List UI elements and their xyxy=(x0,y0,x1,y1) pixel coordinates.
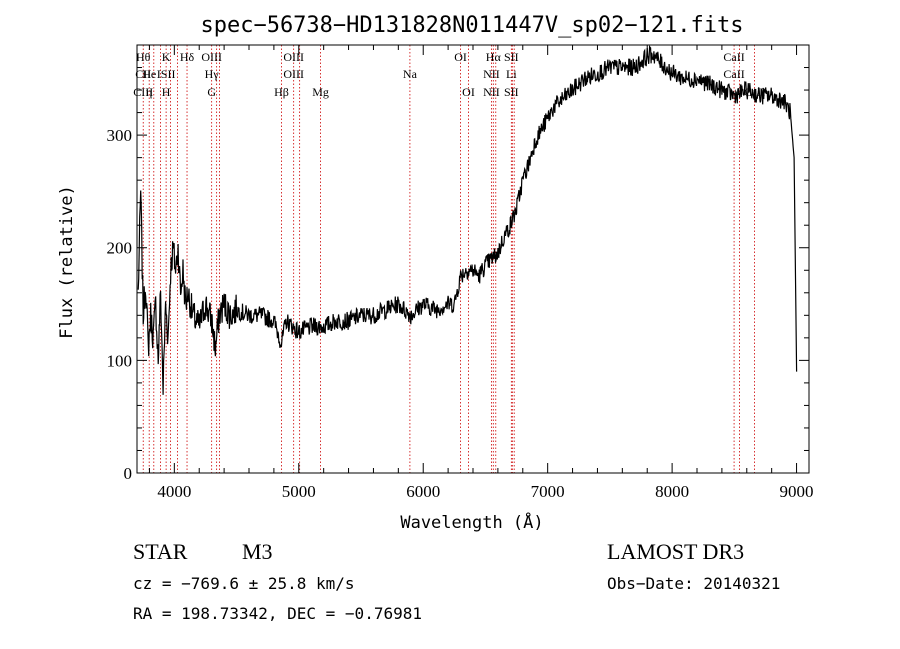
marker-label: SII xyxy=(504,85,519,99)
marker-label: H xyxy=(162,85,171,99)
marker-lines xyxy=(142,45,755,473)
marker-label: Hδ xyxy=(180,50,195,64)
marker-label: SII xyxy=(504,50,519,64)
chart-title: spec−56738−HD131828N011447V_sp02−121.fit… xyxy=(200,13,743,38)
y-tick-label: 300 xyxy=(107,126,133,145)
x-axis-label: Wavelength (Å) xyxy=(400,511,543,533)
plot-frame xyxy=(136,44,810,474)
marker-label: CaII xyxy=(723,50,744,64)
object-subclass: M3 xyxy=(242,539,273,564)
marker-label: Hα xyxy=(486,50,502,64)
marker-label: η xyxy=(146,85,152,99)
y-tick-label: 0 xyxy=(124,464,133,483)
y-axis-label: Flux (relative) xyxy=(57,185,77,339)
x-tick-label: 8000 xyxy=(655,482,689,501)
marker-label: Hβ xyxy=(274,85,289,99)
x-tick-label: 9000 xyxy=(780,482,814,501)
x-axis: 4000 5000 6000 7000 8000 9000 xyxy=(148,45,814,501)
spectrum-line xyxy=(137,44,798,395)
marker-label: CaII xyxy=(723,67,744,81)
survey-name: LAMOST DR3 xyxy=(607,539,744,564)
marker-label: Mg xyxy=(312,85,329,99)
redshift-text: cz = −769.6 ± 25.8 km/s xyxy=(133,574,355,593)
y-tick-label: 200 xyxy=(107,239,133,258)
marker-label: Li xyxy=(506,67,517,81)
marker-label: Hγ xyxy=(205,67,220,81)
x-tick-label: 7000 xyxy=(531,482,565,501)
x-tick-label: 6000 xyxy=(406,482,440,501)
y-tick-label: 100 xyxy=(107,351,133,370)
marker-label: NII xyxy=(483,85,500,99)
marker-label: He xyxy=(142,67,156,81)
x-tick-label: 5000 xyxy=(282,482,316,501)
marker-label: G xyxy=(207,85,216,99)
object-class: STAR xyxy=(133,539,188,564)
marker-label: OI xyxy=(454,50,467,64)
marker-label: Na xyxy=(403,67,418,81)
marker-label: CIII xyxy=(133,85,153,99)
marker-label: OIII xyxy=(201,50,222,64)
marker-label: OI xyxy=(462,85,475,99)
marker-label: K xyxy=(162,50,171,64)
marker-label: ISII xyxy=(157,67,176,81)
y-axis: 0 100 200 300 xyxy=(107,67,809,483)
coordinates-text: RA = 198.73342, DEC = −0.76981 xyxy=(133,604,422,623)
x-tick-label: 4000 xyxy=(157,482,191,501)
marker-label: CII xyxy=(135,67,151,81)
obs-date-text: Obs−Date: 20140321 xyxy=(607,574,780,593)
marker-label: NII xyxy=(483,67,500,81)
marker-label: OIII xyxy=(283,50,304,64)
marker-label: OIII xyxy=(283,67,304,81)
marker-label: Hθ xyxy=(136,50,151,64)
marker-labels: Hθ CII CIII He η K ISII H Hδ OIII Hγ G Hβ OIII OIII Mg N… xyxy=(133,50,765,99)
